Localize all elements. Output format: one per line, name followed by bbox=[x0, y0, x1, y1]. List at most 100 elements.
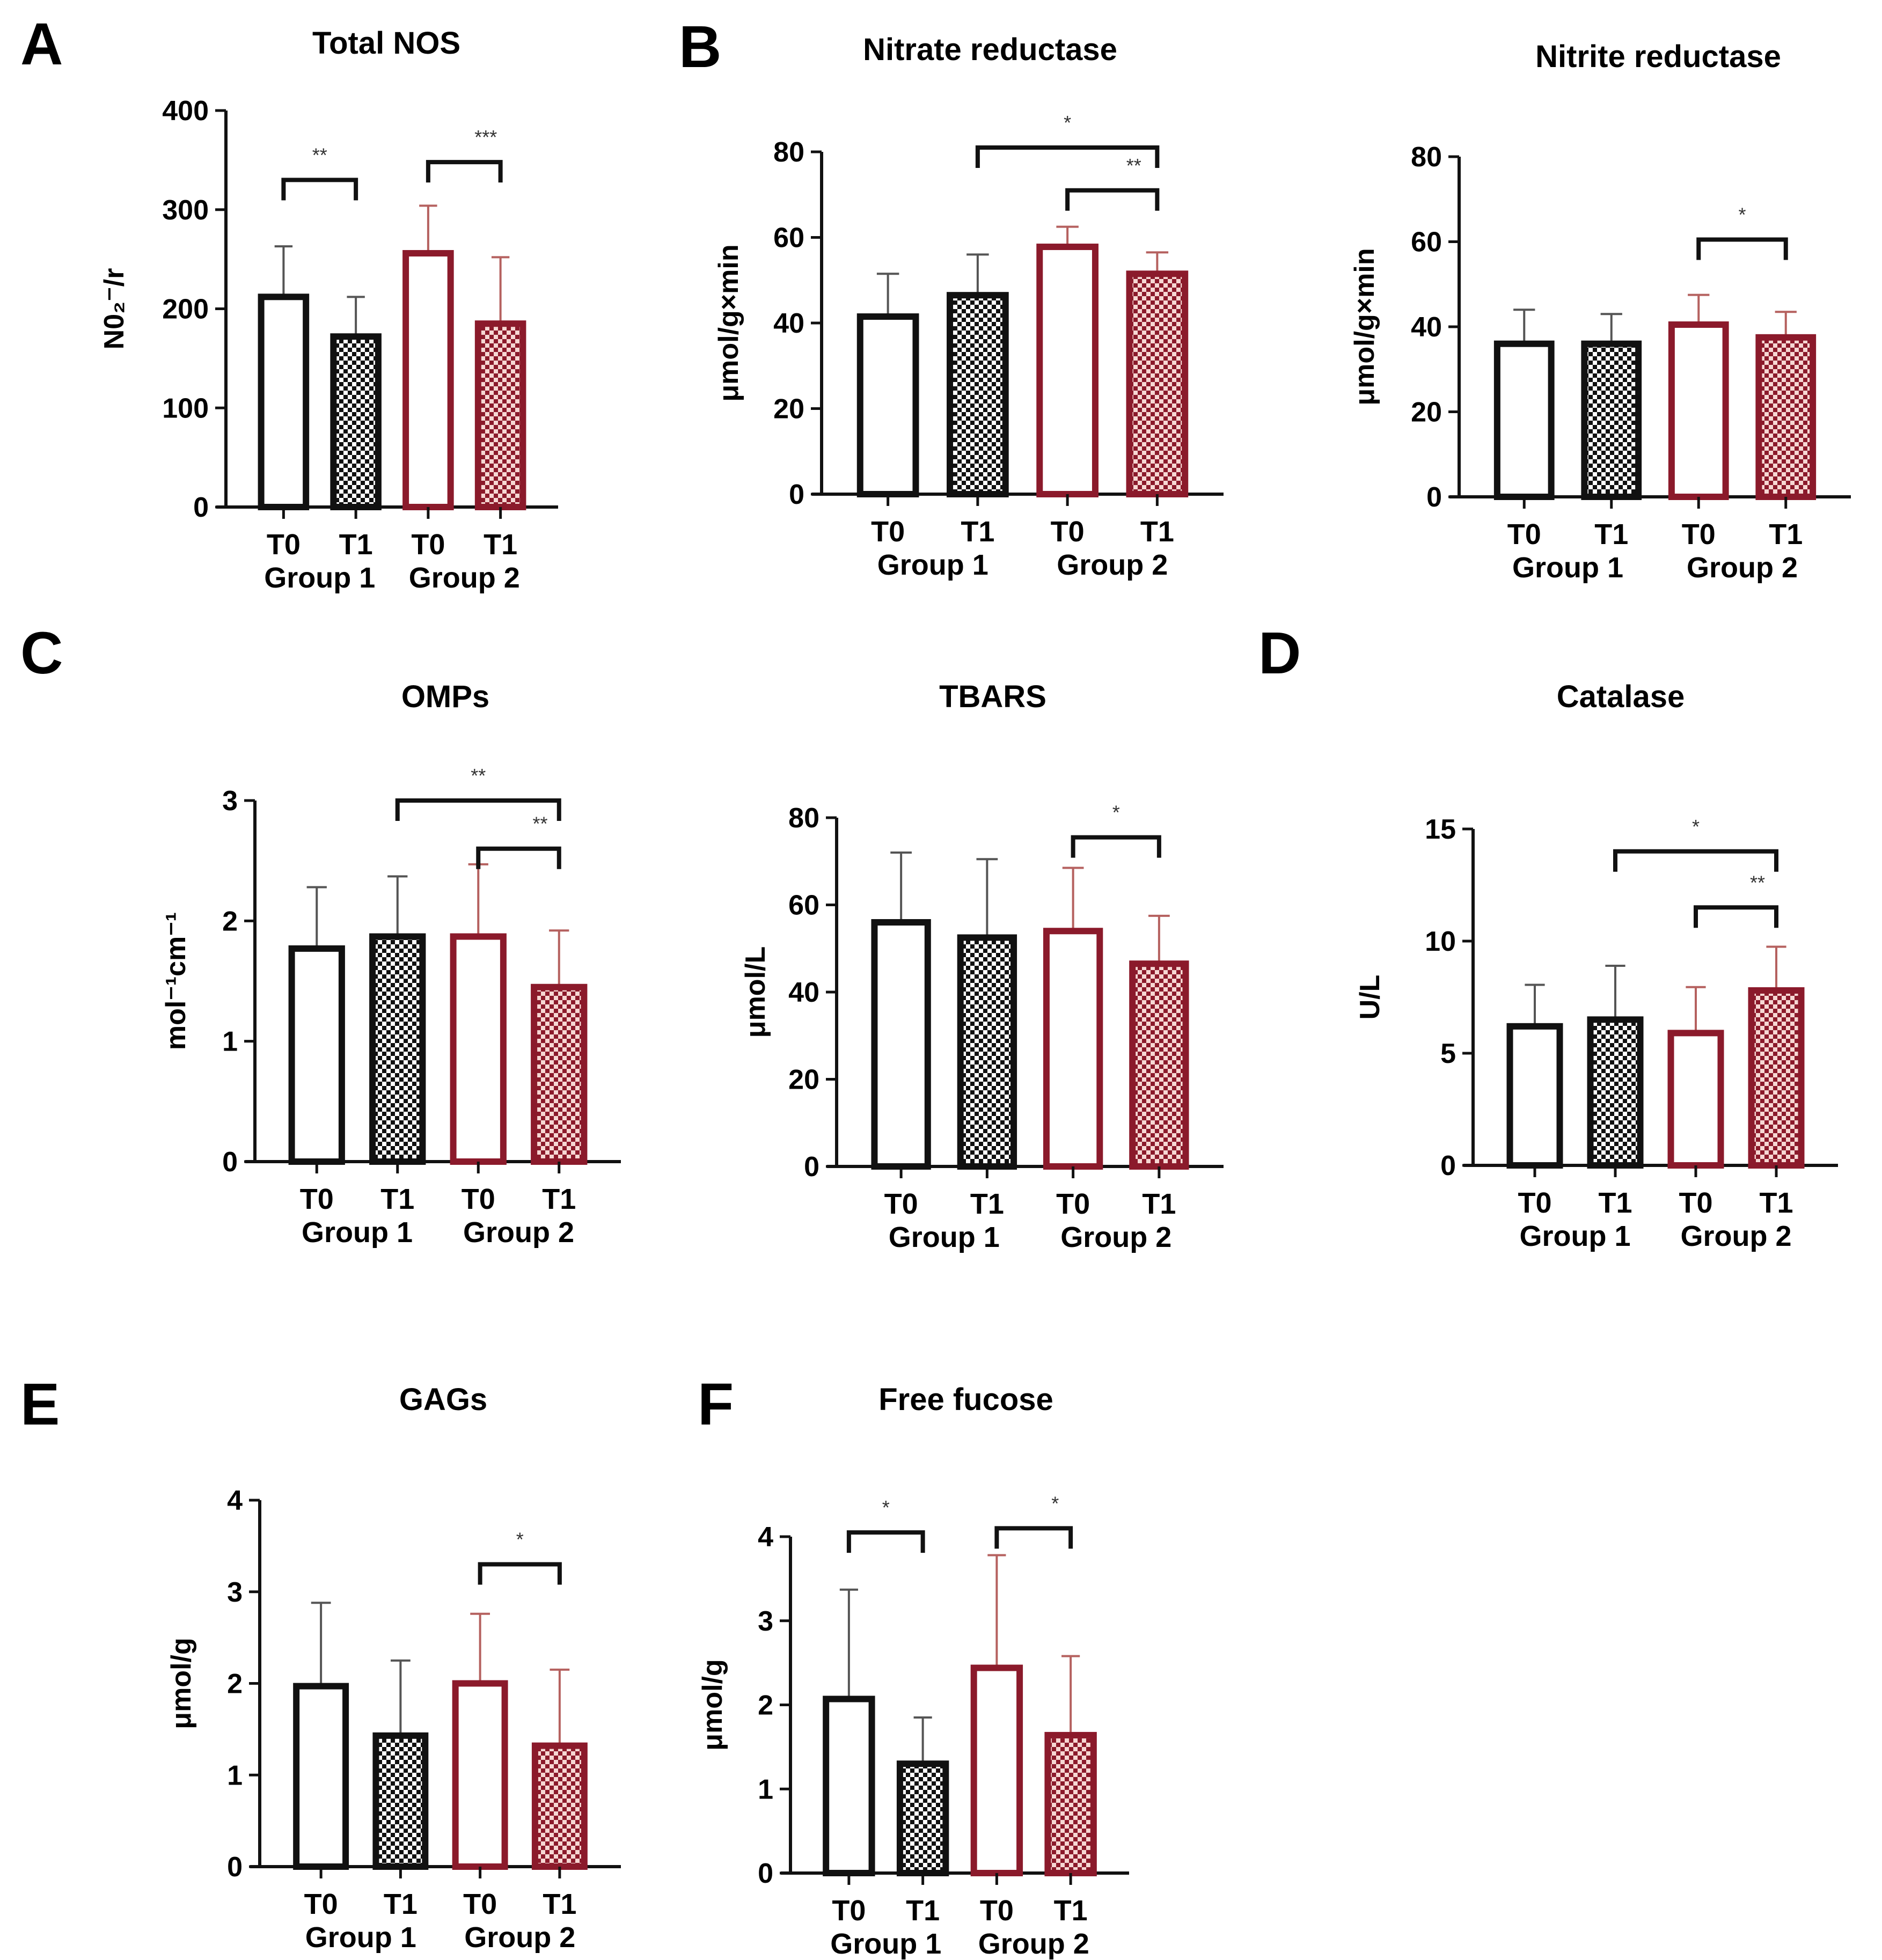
bar-group2-t0 bbox=[1043, 928, 1103, 1170]
bar-group1-t1 bbox=[896, 1760, 949, 1877]
y-tick-label: 40 bbox=[788, 977, 819, 1008]
y-axis-label: μmol/g bbox=[166, 1638, 197, 1729]
panel-letter: F bbox=[698, 1371, 734, 1437]
group-label: Group 1 bbox=[1512, 552, 1623, 584]
y-tick-label: 80 bbox=[1411, 142, 1442, 173]
significance-bracket bbox=[1696, 237, 1788, 260]
y-tick-label: 100 bbox=[162, 393, 209, 424]
significance-bracket bbox=[1613, 849, 1778, 872]
y-axis-label: mol⁻¹cm⁻¹ bbox=[160, 912, 192, 1050]
y-tick-label: 20 bbox=[788, 1065, 819, 1096]
y-tick-label: 3 bbox=[758, 1606, 773, 1637]
group-label: Group 2 bbox=[464, 1921, 575, 1954]
x-tick-label: T0 bbox=[1518, 1187, 1551, 1219]
x-tick-label: T0 bbox=[980, 1895, 1014, 1927]
x-tick-label: T1 bbox=[339, 528, 373, 561]
group-label: Group 2 bbox=[1060, 1221, 1171, 1253]
significance-label: * bbox=[1738, 204, 1746, 226]
bar-group1-t0 bbox=[1493, 340, 1555, 500]
y-tick-label: 60 bbox=[788, 890, 819, 921]
chart-title: GAGs bbox=[399, 1382, 487, 1417]
bar-group1-t0 bbox=[871, 919, 931, 1170]
y-tick-label: 400 bbox=[162, 96, 209, 127]
y-tick-label: 10 bbox=[1425, 926, 1456, 957]
bar-group1-t0 bbox=[288, 945, 345, 1165]
x-tick-label: T0 bbox=[267, 528, 301, 561]
chart-title: Nitrate reductase bbox=[863, 32, 1117, 67]
y-tick-label: 1 bbox=[227, 1760, 243, 1791]
bar-group1-t1 bbox=[947, 292, 1009, 497]
bar-group2-t0 bbox=[452, 1680, 508, 1870]
y-tick-label: 0 bbox=[222, 1147, 238, 1178]
y-tick-label: 20 bbox=[1411, 397, 1442, 428]
y-tick-label: 300 bbox=[162, 195, 209, 226]
x-tick-label: T1 bbox=[970, 1188, 1004, 1220]
bar-group1-t1 bbox=[1581, 340, 1642, 500]
y-tick-label: 0 bbox=[1426, 482, 1442, 513]
y-axis-label: N0₂⁻/r bbox=[99, 268, 130, 350]
x-tick-label: T0 bbox=[1507, 518, 1541, 550]
bar-group2-t0 bbox=[970, 1664, 1023, 1877]
x-tick-label: T1 bbox=[484, 528, 517, 561]
y-axis-label: μmol/g×min bbox=[713, 244, 744, 401]
y-tick-label: 0 bbox=[1440, 1150, 1456, 1181]
bar-group2-t1 bbox=[531, 983, 588, 1165]
bar-group1-t0 bbox=[293, 1683, 349, 1870]
y-tick-label: 60 bbox=[1411, 227, 1442, 258]
panel-letter: C bbox=[20, 620, 63, 686]
x-tick-label: T1 bbox=[1594, 518, 1628, 550]
significance-bracket bbox=[395, 798, 561, 821]
bar-group1-t1 bbox=[957, 934, 1017, 1170]
significance-bracket bbox=[281, 178, 358, 201]
bar-group2-t0 bbox=[450, 933, 507, 1165]
group-label: Group 1 bbox=[305, 1921, 416, 1954]
significance-bracket bbox=[426, 160, 503, 183]
x-tick-label: T1 bbox=[1054, 1895, 1088, 1927]
bar-group2-t1 bbox=[1126, 270, 1189, 497]
y-tick-label: 3 bbox=[222, 786, 238, 817]
y-tick-label: 0 bbox=[227, 1852, 243, 1883]
x-tick-label: T1 bbox=[384, 1888, 418, 1920]
chart-title: TBARS bbox=[939, 679, 1046, 714]
chart-title: Free fucose bbox=[878, 1382, 1053, 1417]
y-tick-label: 0 bbox=[804, 1151, 819, 1183]
y-tick-label: 15 bbox=[1425, 814, 1456, 845]
chart-title: OMPs bbox=[401, 679, 489, 714]
significance-label: ** bbox=[312, 144, 327, 166]
y-tick-label: 0 bbox=[193, 492, 209, 523]
group-label: Group 2 bbox=[409, 562, 520, 594]
bar-group2-t0 bbox=[1668, 321, 1729, 500]
bar-group2-t1 bbox=[1748, 987, 1805, 1169]
panel-letter: A bbox=[20, 11, 63, 77]
x-tick-label: T0 bbox=[462, 1183, 495, 1215]
group-label: Group 2 bbox=[463, 1216, 574, 1249]
group-label: Group 1 bbox=[1519, 1220, 1630, 1252]
y-tick-label: 5 bbox=[1440, 1038, 1456, 1069]
chart-title: Catalase bbox=[1557, 679, 1685, 714]
y-tick-label: 4 bbox=[227, 1485, 243, 1516]
x-tick-label: T0 bbox=[304, 1888, 338, 1920]
group-label: Group 1 bbox=[302, 1216, 413, 1249]
x-tick-label: T1 bbox=[380, 1183, 414, 1215]
significance-bracket bbox=[994, 1526, 1073, 1549]
x-tick-label: T0 bbox=[463, 1888, 497, 1920]
chart-title: Total NOS bbox=[312, 26, 460, 61]
x-tick-label: T0 bbox=[300, 1183, 334, 1215]
bar-group2-t1 bbox=[1044, 1731, 1097, 1876]
bar-group2-t1 bbox=[474, 320, 526, 511]
x-tick-label: T0 bbox=[1679, 1187, 1712, 1219]
y-tick-label: 3 bbox=[227, 1577, 243, 1608]
significance-label: * bbox=[1051, 1492, 1059, 1514]
y-tick-label: 80 bbox=[773, 137, 804, 168]
bar-group1-t0 bbox=[258, 293, 310, 511]
y-axis-label: μmol/L bbox=[740, 946, 771, 1038]
bar-group1-t1 bbox=[1587, 1016, 1644, 1169]
y-axis-label: μmol/g×min bbox=[1349, 248, 1380, 405]
chart-nitrate-reductase: B Nitrate reductase μmol/g×min 0 20 40 60 80 T0 T… bbox=[679, 14, 1224, 581]
x-tick-label: T1 bbox=[906, 1895, 940, 1927]
significance-bracket bbox=[478, 1562, 562, 1585]
